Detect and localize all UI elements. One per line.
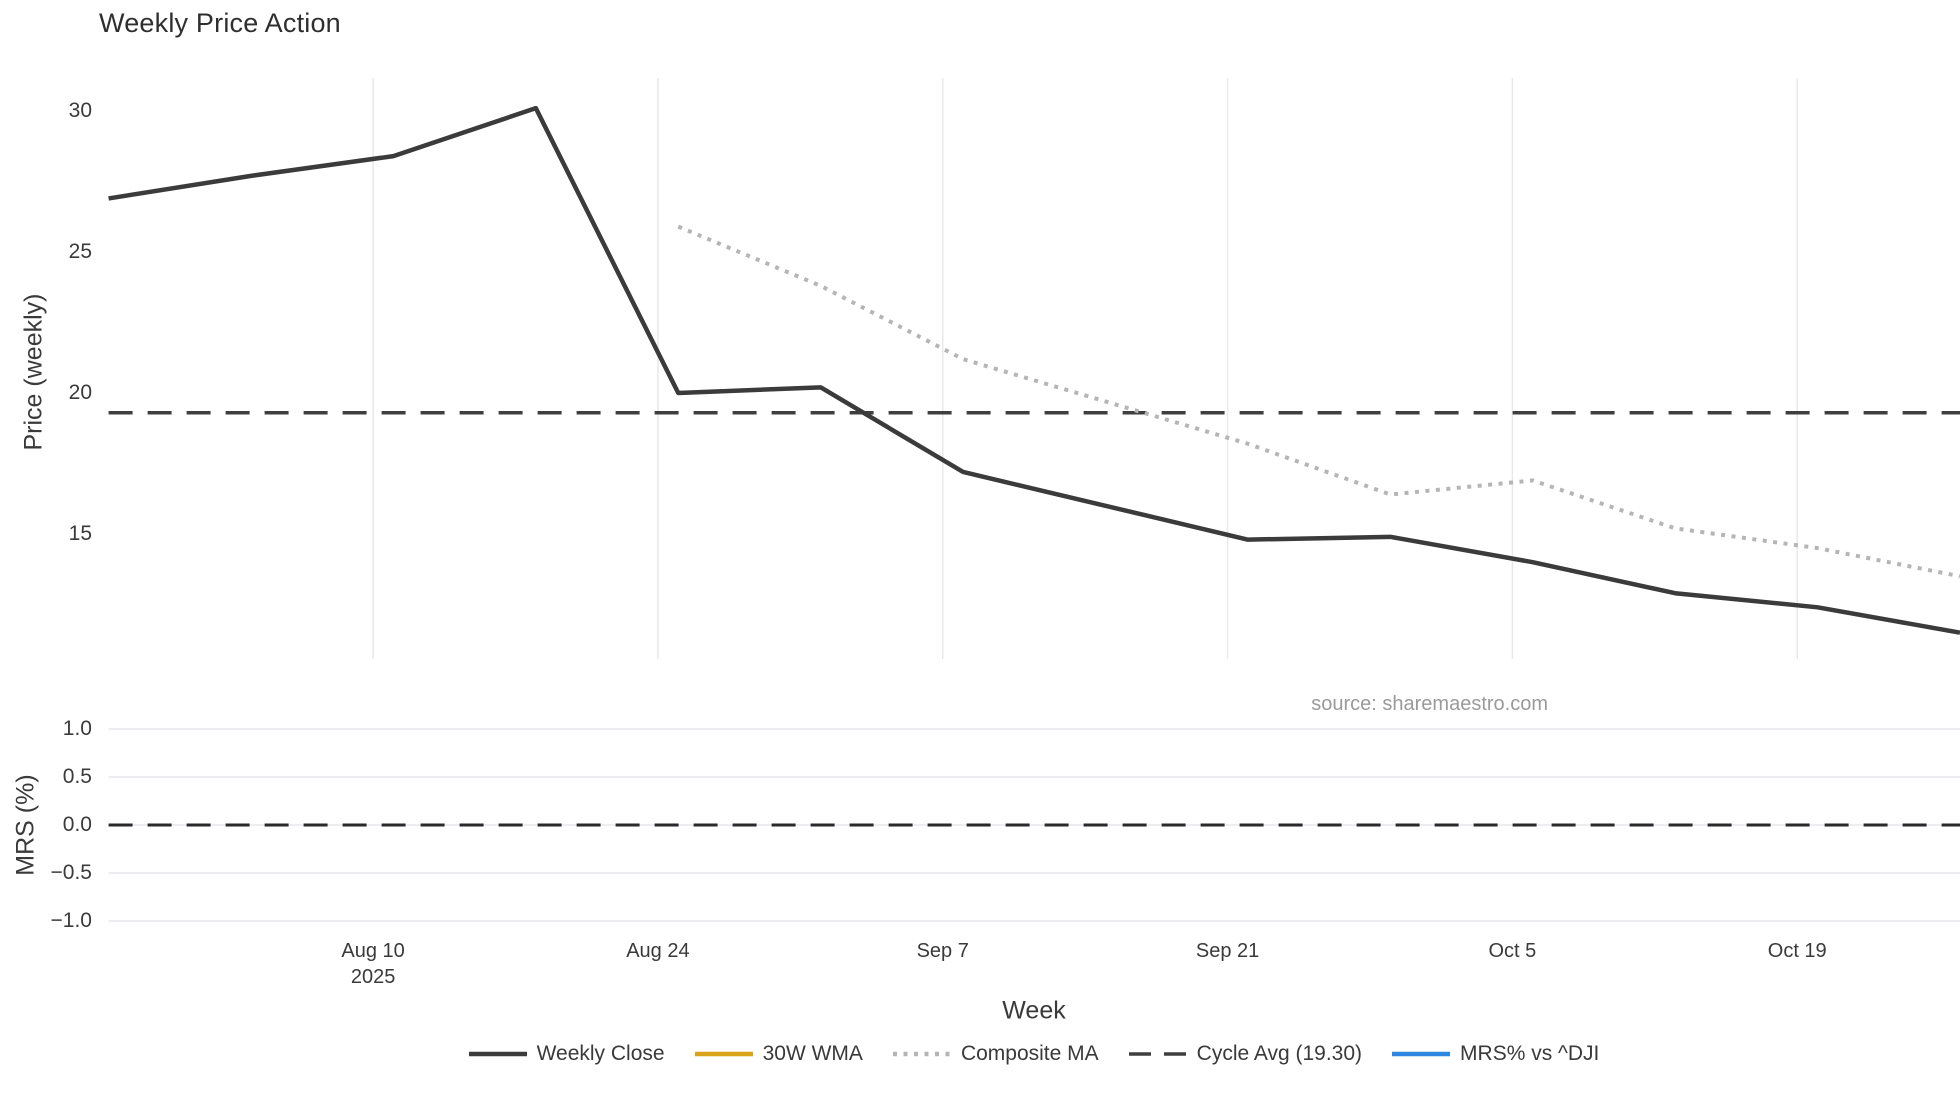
legend: Weekly Close 30W WMA Composite MA Cycle Avg… xyxy=(108,1036,1960,1072)
composite-ma-line xyxy=(677,224,1960,579)
legend-swatch xyxy=(1392,1051,1451,1057)
legend-label: Composite MA xyxy=(960,1042,1099,1065)
legend-label: Cycle Avg (19.30) xyxy=(1196,1042,1363,1065)
mrs-tick-label: −1.0 xyxy=(50,909,92,932)
chart-title: Weekly Price Action xyxy=(99,8,341,38)
price-axis-title: Price (weekly) xyxy=(19,293,48,451)
legend-swatch xyxy=(468,1051,527,1057)
x-tick-label: Sep 7 xyxy=(916,940,969,962)
legend-item[interactable]: Composite MA xyxy=(892,1042,1099,1066)
x-tick-label: Oct 19 xyxy=(1767,940,1827,962)
mrs-tick-label: −0.5 xyxy=(50,861,92,884)
legend-label: MRS% vs ^DJI xyxy=(1460,1042,1600,1065)
legend-item[interactable]: Weekly Close xyxy=(468,1042,665,1066)
legend-item[interactable]: MRS% vs ^DJI xyxy=(1392,1042,1599,1066)
legend-swatch xyxy=(1128,1052,1187,1056)
price-tick-label: 25 xyxy=(68,240,92,263)
x-tick-label: Aug 10 2025 xyxy=(341,940,405,988)
mrs-tick-label: 0.0 xyxy=(62,813,92,836)
legend-item[interactable]: Cycle Avg (19.30) xyxy=(1128,1042,1363,1066)
mrs-tick-label: 0.5 xyxy=(62,765,92,788)
price-tick-label: 30 xyxy=(68,99,92,122)
x-tick-label: Aug 24 xyxy=(626,940,690,962)
x-tick-label: Oct 5 xyxy=(1488,940,1537,962)
mrs-tick-label: 1.0 xyxy=(62,717,92,740)
price-tick-label: 20 xyxy=(68,381,92,404)
x-tick-label: Sep 21 xyxy=(1195,940,1260,962)
legend-item[interactable]: 30W WMA xyxy=(694,1042,863,1066)
price-tick-label: 15 xyxy=(68,522,92,545)
legend-label: 30W WMA xyxy=(762,1042,863,1065)
week-axis-title: Week xyxy=(1002,996,1066,1025)
source-watermark: source: sharemaestro.com xyxy=(1311,693,1548,715)
legend-swatch xyxy=(892,1051,951,1057)
legend-label: Weekly Close xyxy=(536,1042,665,1065)
weekly-close-line xyxy=(108,105,1960,635)
legend-swatch xyxy=(694,1051,753,1057)
